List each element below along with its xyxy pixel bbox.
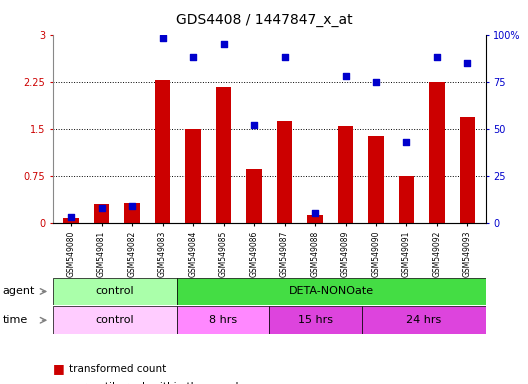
Point: [463, 60, 472, 66]
Text: ■: ■: [53, 362, 64, 375]
Text: transformed count: transformed count: [69, 364, 166, 374]
Bar: [176, 306, 269, 334]
Bar: [155, 80, 170, 223]
Point: [219, 41, 228, 47]
Bar: [277, 121, 292, 223]
Bar: [176, 278, 486, 305]
Text: agent: agent: [3, 286, 35, 296]
Point: [128, 203, 136, 209]
Bar: [125, 203, 140, 223]
Point: [372, 79, 380, 85]
Text: GDS4408 / 1447847_x_at: GDS4408 / 1447847_x_at: [176, 13, 352, 27]
Text: 15 hrs: 15 hrs: [298, 315, 333, 325]
Text: control: control: [96, 286, 134, 296]
Point: [341, 73, 350, 79]
Bar: [185, 129, 201, 223]
Bar: [399, 176, 414, 223]
Text: 8 hrs: 8 hrs: [209, 315, 237, 325]
Text: control: control: [96, 315, 134, 325]
Point: [433, 54, 441, 60]
Point: [280, 54, 289, 60]
Bar: [307, 215, 323, 223]
Bar: [338, 126, 353, 223]
Text: percentile rank within the sample: percentile rank within the sample: [69, 382, 244, 384]
Text: time: time: [3, 315, 28, 325]
Point: [97, 205, 106, 211]
Text: DETA-NONOate: DETA-NONOate: [289, 286, 374, 296]
Bar: [362, 306, 486, 334]
Text: 24 hrs: 24 hrs: [406, 315, 441, 325]
Bar: [216, 87, 231, 223]
Bar: [429, 82, 445, 223]
Point: [311, 210, 319, 217]
Bar: [247, 169, 262, 223]
Bar: [460, 118, 475, 223]
Bar: [53, 278, 176, 305]
Bar: [269, 306, 362, 334]
Text: ■: ■: [53, 381, 64, 384]
Bar: [53, 306, 176, 334]
Point: [189, 54, 197, 60]
Bar: [94, 204, 109, 223]
Point: [67, 214, 76, 220]
Bar: [63, 218, 79, 223]
Bar: [369, 136, 384, 223]
Point: [250, 122, 258, 128]
Point: [402, 139, 411, 145]
Point: [158, 35, 167, 41]
